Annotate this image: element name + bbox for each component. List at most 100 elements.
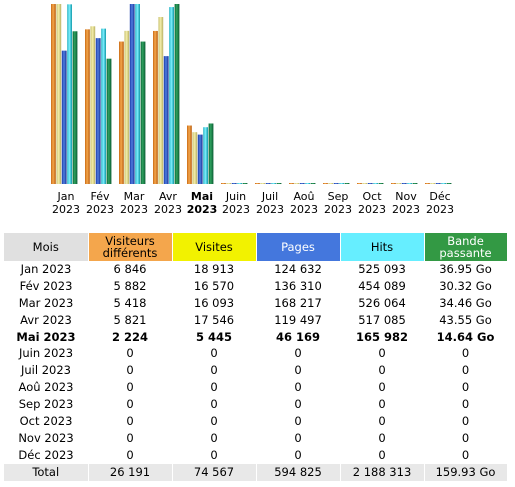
bar-pages [367, 183, 373, 184]
bar-hits [101, 28, 106, 185]
cell-mois: Avr 2023 [20, 312, 72, 327]
table-row: Fév 2023 5 882 16 570 136 310 454 089 30.32 G… [4, 278, 507, 295]
bar-visitors [425, 183, 430, 184]
bar-pages [299, 183, 305, 184]
cell-pages: 0 [294, 413, 302, 428]
bar-hits [305, 183, 310, 184]
header-hits: Hits [340, 233, 425, 261]
table-row: Nov 2023 0 0 0 0 0 [4, 430, 507, 447]
year-label: 2023 [86, 203, 114, 216]
table-row: Mar 2023 5 418 16 093 168 217 526 064 34.46 G… [4, 295, 507, 312]
cell-hits: 0 [378, 397, 386, 412]
bar-chart-svg: Jan2023Fév2023Mar2023Avr2023Mai2023Juin2… [51, 4, 454, 216]
cell-hits: 517 085 [358, 312, 406, 327]
bar-bandwidth [378, 183, 384, 184]
bar-visitors [221, 183, 226, 184]
bar-bandwidth [446, 183, 452, 184]
table-total-row: Total 26 191 74 567 594 825 2 188 313 15… [4, 463, 508, 481]
total-bandwidth: 159.93 Go [424, 463, 508, 481]
cell-visits: 17 546 [193, 312, 235, 327]
bar-bandwidth [72, 31, 78, 184]
bar-visitors [323, 183, 328, 184]
year-label: 2023 [154, 203, 182, 216]
header-mois: Mois [4, 233, 89, 261]
cell-visitors: 0 [126, 380, 134, 395]
cell-visits: 0 [210, 346, 218, 361]
cell-pages: 0 [294, 397, 302, 412]
table-row: Oct 2023 0 0 0 0 0 [4, 413, 507, 430]
cell-hits: 0 [378, 413, 386, 428]
bar-bandwidth [310, 183, 316, 184]
bar-visits [124, 30, 130, 184]
bar-bandwidth [276, 183, 282, 184]
month-label: Avr [159, 190, 177, 203]
bar-hits [407, 183, 412, 184]
month-label: Jan [57, 190, 75, 203]
cell-bandwidth: 34.46 Go [439, 295, 492, 310]
cell-mois: Nov 2023 [18, 430, 74, 445]
bar-visitors [119, 41, 124, 184]
cell-visitors: 0 [126, 413, 134, 428]
header-bandwidth: Bande passante [424, 233, 508, 261]
bar-visits [158, 17, 164, 184]
cell-visits: 0 [210, 413, 218, 428]
year-label: 2023 [222, 203, 250, 216]
total-visitors: 26 191 [88, 463, 173, 481]
bar-visitors [187, 125, 192, 184]
header-pages: Pages [256, 233, 341, 261]
bar-bandwidth [106, 58, 112, 184]
year-label: 2023 [256, 203, 284, 216]
bar-visitors [391, 183, 396, 184]
bar-bandwidth [140, 41, 146, 184]
month-label: Mai [191, 190, 213, 203]
bar-visits [396, 183, 402, 184]
cell-visits: 0 [210, 363, 218, 378]
cell-visitors: 5 418 [113, 295, 147, 310]
cell-hits: 0 [378, 430, 386, 445]
month-label: Aoû [293, 190, 314, 203]
cell-pages: 0 [294, 346, 302, 361]
cell-visitors: 0 [126, 346, 134, 361]
cell-pages: 46 169 [275, 329, 320, 344]
month-label: Sep [328, 190, 349, 203]
bar-bandwidth [174, 4, 180, 184]
cell-pages: 0 [294, 380, 302, 395]
total-visits: 74 567 [172, 463, 257, 481]
cell-mois: Mar 2023 [18, 295, 74, 310]
bar-visits [430, 183, 436, 184]
cell-visits: 0 [210, 380, 218, 395]
cell-pages: 119 497 [274, 312, 322, 327]
cell-visits: 5 445 [195, 329, 232, 344]
month-label: Juin [225, 190, 246, 203]
month-label: Déc [429, 190, 450, 203]
month-label: Juil [261, 190, 278, 203]
bar-hits [441, 183, 446, 184]
bar-bandwidth [242, 183, 248, 184]
header-visitors: Visiteurs différents [88, 233, 173, 261]
year-label: 2023 [52, 203, 80, 216]
bar-hits [339, 183, 344, 184]
total-label: Total [4, 463, 89, 481]
table-row: Jan 2023 6 846 18 913 124 632 525 093 36.95 G… [4, 261, 507, 278]
table-header-row: Mois Visiteurs différents Visites Pages … [4, 233, 508, 261]
cell-visits: 18 913 [193, 261, 235, 276]
bar-pages [95, 38, 101, 185]
cell-bandwidth: 0 [461, 380, 470, 395]
table-row: Sep 2023 0 0 0 0 0 [4, 396, 507, 413]
cell-bandwidth: 14.64 Go [436, 329, 495, 344]
cell-mois: Mai 2023 [16, 329, 76, 344]
cell-bandwidth: 0 [461, 430, 470, 445]
bar-pages [435, 183, 441, 184]
bar-pages [197, 134, 203, 184]
cell-visits: 0 [210, 397, 218, 412]
cell-visitors: 0 [126, 397, 134, 412]
bar-hits [135, 4, 140, 184]
bar-visitors [289, 183, 294, 184]
cell-bandwidth: 0 [461, 363, 470, 378]
monthly-stats-table: Mois Visiteurs différents Visites Pages … [4, 233, 508, 481]
bar-hits [67, 4, 72, 184]
cell-bandwidth: 36.95 Go [439, 261, 492, 276]
year-label: 2023 [120, 203, 148, 216]
cell-mois: Jan 2023 [20, 261, 72, 276]
bar-pages [333, 183, 339, 184]
